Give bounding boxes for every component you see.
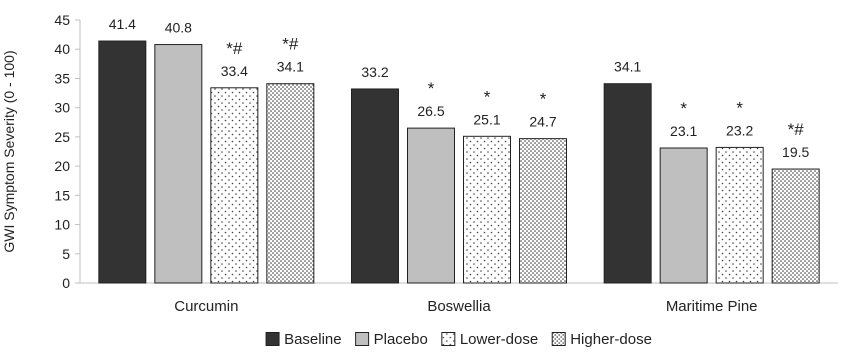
value-label: 33.4 (221, 63, 248, 79)
legend-item-higher-dose: Higher-dose (551, 331, 652, 348)
value-label: 34.1 (614, 59, 641, 75)
bar-boswellia-lower-dose (463, 135, 511, 284)
bar-curcumin-lower-dose (210, 87, 259, 284)
y-tick-label: 30 (54, 100, 70, 116)
significance-marker: * (540, 90, 547, 109)
y-tick-label: 25 (54, 129, 70, 145)
legend-label: Placebo (374, 331, 428, 348)
bar-boswellia-placebo (407, 127, 455, 284)
legend-label: Higher-dose (570, 331, 652, 348)
legend-item-lower-dose: Lower-dose (441, 331, 538, 348)
value-label: 23.1 (670, 123, 697, 139)
value-label: 33.2 (361, 64, 388, 80)
bars: 41.4 40.8 33.4 *# 34.1 *# Curcumin 33.2 26.5 * 25.… (98, 16, 820, 315)
value-label: 25.1 (473, 111, 500, 127)
bar-curcumin-baseline (98, 40, 147, 284)
category-label: Maritime Pine (666, 298, 758, 315)
bar-maritime-pine-higher-dose (771, 168, 820, 284)
bar-maritime-pine-lower-dose (715, 146, 764, 284)
significance-marker: * (736, 98, 743, 117)
significance-marker: *# (788, 120, 805, 139)
y-axis-title: GWI Symptom Severity (0 - 100) (1, 50, 17, 252)
value-label: 34.1 (277, 59, 304, 75)
y-tick-label: 45 (54, 12, 70, 28)
y-tick-label: 0 (62, 275, 70, 291)
axes: 0 5 10 15 20 25 30 35 40 45 (54, 12, 838, 291)
significance-marker: *# (282, 35, 299, 54)
bar-maritime-pine-baseline (603, 83, 652, 284)
y-tick-label: 35 (54, 70, 70, 86)
value-label: 40.8 (165, 20, 192, 36)
legend-label: Baseline (284, 331, 342, 348)
legend-item-baseline: Baseline (265, 331, 342, 348)
legend-swatch (355, 332, 370, 346)
category-label: Curcumin (174, 298, 238, 315)
significance-marker: * (428, 79, 435, 98)
legend-label: Lower-dose (460, 331, 538, 348)
bar-boswellia-baseline (351, 88, 399, 284)
y-tick-label: 5 (62, 246, 70, 262)
legend: Baseline Placebo Lower-dose Higher-dose (265, 331, 652, 348)
y-tick-label: 10 (54, 217, 70, 233)
bar-curcumin-placebo (154, 44, 203, 284)
significance-marker: * (484, 87, 491, 106)
bar-curcumin-higher-dose (266, 83, 315, 284)
y-tick-label: 20 (54, 158, 70, 174)
legend-swatch (265, 332, 280, 346)
category-label: Boswellia (427, 298, 491, 315)
bar-boswellia-higher-dose (519, 138, 567, 284)
significance-marker: * (680, 99, 687, 118)
significance-marker: *# (226, 39, 243, 58)
legend-swatch (441, 332, 456, 346)
value-label: 19.5 (782, 144, 809, 160)
y-axis-title-group: GWI Symptom Severity (0 - 100) (1, 50, 17, 252)
legend-swatch (551, 332, 566, 346)
legend-item-placebo: Placebo (355, 331, 428, 348)
value-label: 23.2 (726, 122, 753, 138)
value-label: 26.5 (417, 103, 444, 119)
bar-maritime-pine-placebo (659, 147, 708, 284)
y-tick-label: 40 (54, 41, 70, 57)
y-tick-label: 15 (54, 187, 70, 203)
value-label: 24.7 (529, 114, 556, 130)
value-label: 41.4 (109, 16, 136, 32)
